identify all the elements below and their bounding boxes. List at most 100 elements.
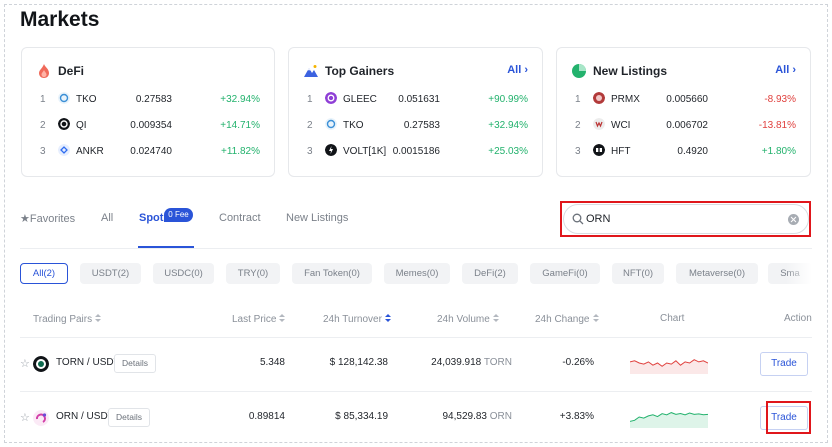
rank: 1	[575, 94, 581, 105]
chip-try[interactable]: TRY(0)	[226, 263, 280, 284]
th-last-price[interactable]: Last Price	[232, 313, 286, 325]
tko-coin-icon	[58, 92, 70, 104]
price: 0.051631	[398, 94, 440, 105]
clear-icon[interactable]	[788, 214, 799, 225]
prmx-coin-icon	[593, 92, 605, 104]
table-row[interactable]: ☆ TORN / USDT Details 5.348 $ 128,142.38…	[20, 346, 812, 382]
price: 0.006702	[666, 120, 708, 131]
tab-new-listings[interactable]: New Listings	[286, 212, 349, 224]
mountain-icon	[304, 65, 318, 77]
details-button[interactable]: Details	[114, 354, 156, 373]
sort-icon	[592, 314, 599, 323]
pair-name[interactable]: TORN / USDT	[56, 357, 120, 368]
pair-name[interactable]: ORN / USDT	[56, 411, 114, 422]
th-24h-volume[interactable]: 24h Volume	[437, 313, 499, 325]
search-icon	[572, 213, 584, 225]
chip-metaverse[interactable]: Metaverse(0)	[676, 263, 758, 284]
sparkline-chart	[630, 359, 708, 374]
last-price: 0.89814	[248, 411, 285, 422]
tab-contract[interactable]: Contract	[219, 212, 261, 224]
change: +1.80%	[761, 146, 796, 157]
volume: 94,529.83 ORN	[442, 411, 512, 422]
rank: 2	[575, 120, 581, 131]
search-box[interactable]	[563, 204, 809, 234]
card-title: DeFi	[58, 64, 85, 78]
card-header: DeFi	[36, 62, 260, 80]
card-row[interactable]: 1 TKO 0.27583 +32.94%	[36, 91, 260, 109]
volt-coin-icon	[325, 144, 337, 156]
card-row[interactable]: 1 PRMX 0.005660 -8.93%	[571, 91, 796, 109]
th-label: 24h Change	[535, 314, 590, 325]
symbol: QI	[76, 120, 87, 131]
change: -0.26%	[562, 357, 594, 368]
all-link-label: All	[775, 64, 790, 76]
details-button[interactable]: Details	[108, 408, 150, 427]
card-row[interactable]: 1 GLEEC 0.051631 +90.99%	[303, 91, 528, 109]
sort-icon	[95, 314, 102, 323]
card-row[interactable]: 3 ANKR 0.024740 +11.82%	[36, 143, 260, 161]
th-label: 24h Volume	[437, 314, 490, 325]
sparkline-chart	[630, 412, 708, 428]
favorite-star-icon[interactable]: ☆	[20, 412, 30, 424]
tab-spot[interactable]: Spot	[139, 212, 164, 224]
th-24h-change[interactable]: 24h Change	[535, 313, 599, 325]
th-24h-turnover[interactable]: 24h Turnover	[323, 313, 391, 325]
trade-button[interactable]: Trade	[760, 406, 808, 430]
sort-desc-icon	[384, 314, 391, 323]
all-link[interactable]: All ›	[507, 64, 528, 76]
th-label: Trading Pairs	[33, 314, 93, 325]
price: 0.009354	[130, 120, 172, 131]
tab-all[interactable]: All	[101, 212, 114, 224]
all-link[interactable]: All ›	[775, 64, 796, 76]
favorite-star-icon[interactable]: ☆	[20, 358, 30, 370]
chips-fade	[786, 263, 812, 284]
zero-fee-badge: 0 Fee	[164, 208, 193, 222]
card-row[interactable]: 3 HFT 0.4920 +1.80%	[571, 143, 796, 161]
card-row[interactable]: 2 QI 0.009354 +14.71%	[36, 117, 260, 135]
card-row[interactable]: 2 TKO 0.27583 +32.94%	[303, 117, 528, 135]
th-trading-pairs[interactable]: Trading Pairs	[33, 313, 102, 325]
turnover: $ 85,334.19	[335, 411, 388, 422]
trade-button[interactable]: Trade	[760, 352, 808, 376]
chip-gamefi[interactable]: GameFi(0)	[530, 263, 600, 284]
change: +25.03%	[488, 146, 528, 157]
price: 0.0015186	[392, 146, 440, 157]
star-icon: ★	[20, 213, 30, 225]
card-row[interactable]: 2 WCI 0.006702 -13.81%	[571, 117, 796, 135]
change: +90.99%	[488, 94, 528, 105]
new-listings-card: New Listings All › 1 PRMX 0.005660 -8.93…	[556, 47, 811, 177]
all-link-label: All	[507, 64, 522, 76]
chip-memes[interactable]: Memes(0)	[384, 263, 450, 284]
chip-usdt[interactable]: USDT(2)	[80, 263, 141, 284]
gleec-coin-icon	[325, 92, 337, 104]
volume: 24,039.918 TORN	[431, 357, 512, 368]
table-row[interactable]: ☆ ORN / USDT Details 0.89814 $ 85,334.19…	[20, 400, 812, 436]
symbol: VOLT[1K]	[343, 146, 387, 157]
tabs-divider	[20, 248, 812, 249]
chip-nft[interactable]: NFT(0)	[612, 263, 664, 284]
search-input[interactable]	[586, 209, 786, 229]
th-chart: Chart	[660, 313, 685, 324]
symbol: HFT	[611, 146, 631, 157]
chip-fan-token[interactable]: Fan Token(0)	[292, 263, 372, 284]
turnover: $ 128,142.38	[329, 357, 388, 368]
sparkline-area	[630, 412, 708, 428]
top-gainers-card: Top Gainers All › 1 GLEEC 0.051631 +90.9…	[288, 47, 543, 177]
volume-unit: TORN	[483, 357, 512, 368]
volume-unit: ORN	[489, 411, 512, 422]
rank: 3	[307, 146, 313, 157]
price: 0.27583	[403, 120, 440, 131]
active-tab-indicator	[138, 246, 194, 248]
tab-favorites[interactable]: ★Favorites	[20, 212, 75, 225]
chevron-right-icon: ›	[792, 64, 796, 76]
chip-defi[interactable]: DeFi(2)	[462, 263, 518, 284]
hft-coin-icon	[593, 144, 605, 156]
card-row[interactable]: 3 VOLT[1K] 0.0015186 +25.03%	[303, 143, 528, 161]
rank: 3	[575, 146, 581, 157]
price: 0.27583	[135, 94, 172, 105]
chip-all[interactable]: All(2)	[20, 263, 68, 284]
chevron-right-icon: ›	[524, 64, 528, 76]
ankr-coin-icon	[58, 144, 70, 156]
chip-usdc[interactable]: USDC(0)	[153, 263, 214, 284]
sparkline-line	[630, 412, 708, 422]
